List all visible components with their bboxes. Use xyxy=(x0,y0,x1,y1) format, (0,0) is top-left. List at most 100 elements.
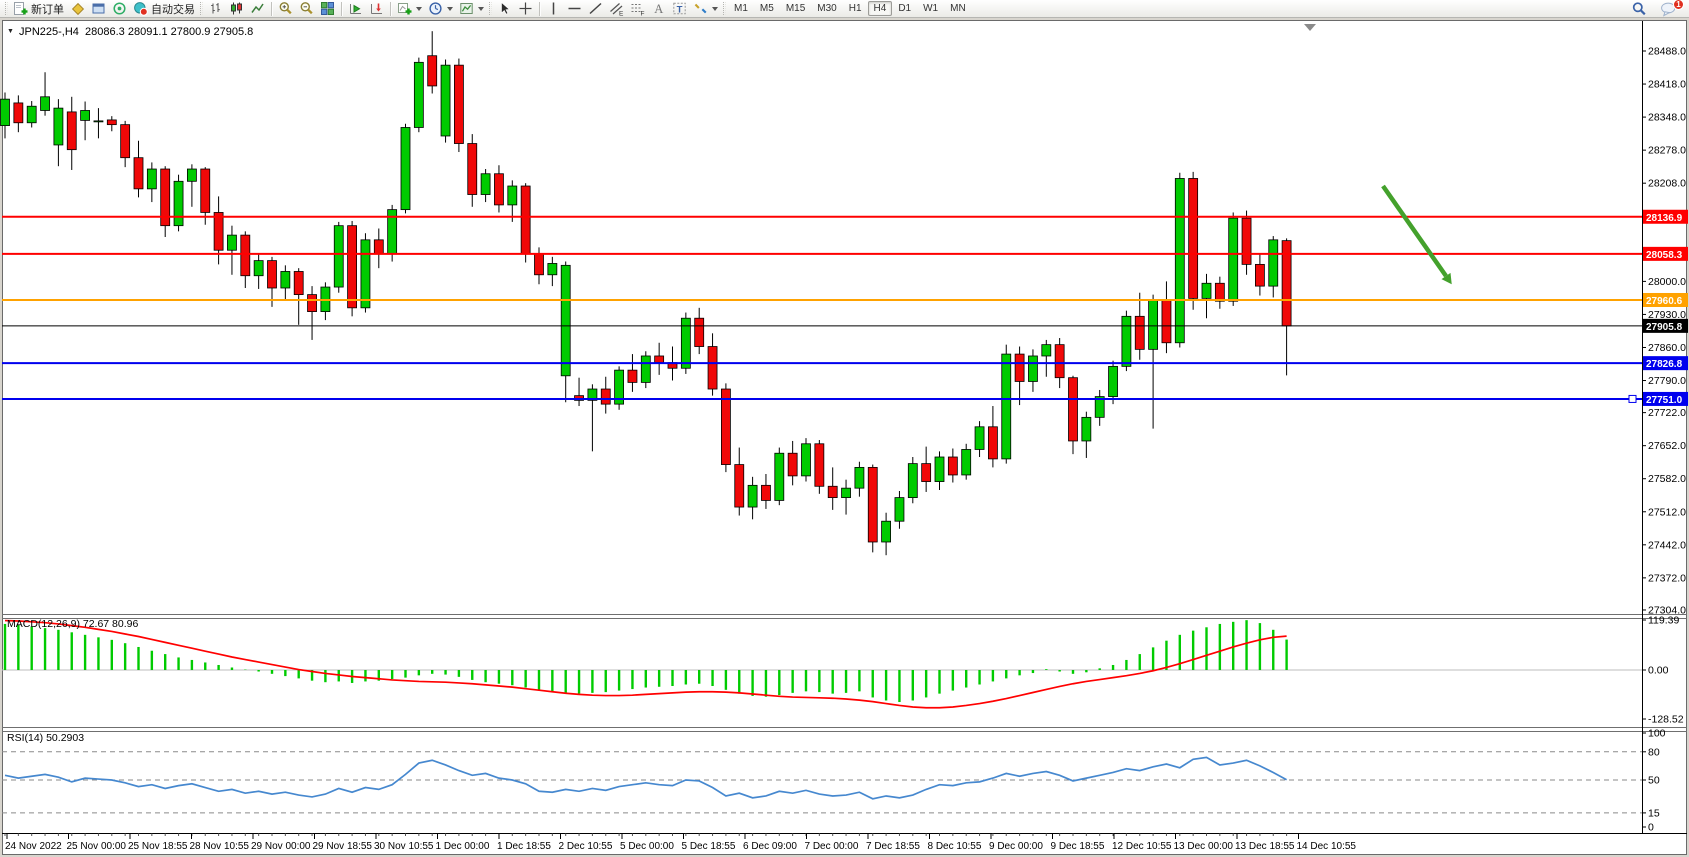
candle[interactable] xyxy=(1188,178,1199,299)
candle[interactable] xyxy=(26,105,37,124)
timeframe-m1-button[interactable]: M1 xyxy=(734,3,748,14)
candle[interactable] xyxy=(213,212,224,251)
candle[interactable] xyxy=(854,466,865,489)
candle[interactable] xyxy=(587,388,598,401)
candle[interactable] xyxy=(0,98,10,126)
candle[interactable] xyxy=(974,426,985,450)
candle[interactable] xyxy=(293,271,304,296)
candle[interactable] xyxy=(360,239,371,309)
timeframe-d1-button[interactable]: D1 xyxy=(898,3,912,14)
candle[interactable] xyxy=(106,119,117,126)
templates-button[interactable] xyxy=(456,1,487,17)
candle[interactable] xyxy=(240,234,251,277)
candle[interactable] xyxy=(400,127,411,211)
chart-shift-marker[interactable] xyxy=(1304,24,1316,31)
candle[interactable] xyxy=(133,157,144,190)
timeframe-m15-button[interactable]: M15 xyxy=(785,3,806,14)
candle[interactable] xyxy=(413,61,424,128)
indicators-button[interactable] xyxy=(394,1,425,17)
candle[interactable] xyxy=(120,124,131,159)
candle[interactable] xyxy=(988,426,998,460)
candle[interactable] xyxy=(507,185,518,206)
toolbar-grip[interactable] xyxy=(489,2,492,15)
chart-menu-collapse-icon[interactable]: ▼ xyxy=(7,28,14,35)
candle[interactable] xyxy=(186,168,197,182)
zoom-out-button[interactable] xyxy=(296,1,317,17)
candle[interactable] xyxy=(253,260,264,277)
bar-chart-button[interactable] xyxy=(205,1,226,17)
periods-button[interactable] xyxy=(425,1,456,17)
candle[interactable] xyxy=(560,264,571,377)
notifications-button[interactable]: 1 xyxy=(1657,0,1684,17)
toolbar-grip[interactable] xyxy=(723,2,726,15)
candle[interactable] xyxy=(640,355,651,383)
candle[interactable] xyxy=(1174,178,1185,344)
candle[interactable] xyxy=(307,294,317,312)
candle[interactable] xyxy=(373,239,384,255)
candle[interactable] xyxy=(934,456,945,482)
text-label-button[interactable]: T xyxy=(669,1,690,17)
candle[interactable] xyxy=(480,173,491,195)
candle[interactable] xyxy=(881,520,891,543)
candle[interactable] xyxy=(867,466,878,543)
candle[interactable] xyxy=(1148,299,1158,350)
text-button[interactable]: A xyxy=(648,1,669,17)
auto-scroll-button[interactable] xyxy=(345,1,366,17)
candle[interactable] xyxy=(1134,315,1145,350)
candle[interactable] xyxy=(40,96,50,111)
candle[interactable] xyxy=(1041,344,1052,357)
candle[interactable] xyxy=(200,168,211,213)
timeframe-m5-button[interactable]: M5 xyxy=(759,3,774,14)
new-order-button[interactable]: 新订单 xyxy=(10,1,67,17)
candle[interactable] xyxy=(520,185,531,255)
candle[interactable] xyxy=(534,253,544,276)
candle[interactable] xyxy=(787,452,798,477)
candle-chart-button[interactable] xyxy=(226,1,247,17)
candle[interactable] xyxy=(747,484,758,508)
candle[interactable] xyxy=(227,234,237,251)
candle[interactable] xyxy=(1201,282,1212,299)
candle[interactable] xyxy=(894,497,905,522)
timeframe-m30-button[interactable]: M30 xyxy=(817,3,837,14)
candle[interactable] xyxy=(280,271,291,289)
line-handle[interactable] xyxy=(1628,394,1637,403)
candle[interactable] xyxy=(654,355,665,363)
candle[interactable] xyxy=(1001,353,1012,460)
search-button[interactable] xyxy=(1628,1,1649,17)
candle[interactable] xyxy=(1068,377,1078,442)
candle[interactable] xyxy=(267,260,277,289)
channel-button[interactable]: E xyxy=(606,1,627,17)
candle[interactable] xyxy=(13,102,24,124)
candle[interactable] xyxy=(600,388,611,405)
candle[interactable] xyxy=(841,487,851,499)
market-watch-button[interactable] xyxy=(88,1,109,17)
candle[interactable] xyxy=(453,64,464,144)
timeframe-w1-button[interactable]: W1 xyxy=(923,3,939,14)
candle[interactable] xyxy=(1228,217,1239,302)
candle[interactable] xyxy=(814,443,825,487)
toolbar-grip[interactable] xyxy=(200,2,203,15)
horizontal-line-button[interactable] xyxy=(564,1,585,17)
candle[interactable] xyxy=(1161,299,1172,344)
candle[interactable] xyxy=(1121,315,1132,367)
zoom-in-button[interactable] xyxy=(275,1,296,17)
candle[interactable] xyxy=(173,180,184,227)
fibonacci-button[interactable]: F xyxy=(627,1,648,17)
candle[interactable] xyxy=(440,64,451,137)
candle[interactable] xyxy=(1268,239,1279,287)
trendline-button[interactable] xyxy=(585,1,606,17)
arrows-button[interactable] xyxy=(690,1,721,17)
timeframe-h4-button[interactable]: H4 xyxy=(867,1,893,16)
candle[interactable] xyxy=(93,120,104,123)
candle[interactable] xyxy=(1014,353,1025,382)
candle[interactable] xyxy=(427,55,438,87)
candle[interactable] xyxy=(1054,344,1065,379)
candle[interactable] xyxy=(1081,416,1092,442)
candle[interactable] xyxy=(1255,263,1265,287)
toolbar-grip[interactable] xyxy=(5,2,8,15)
candle[interactable] xyxy=(467,143,478,195)
candle[interactable] xyxy=(614,369,624,405)
line-chart-button[interactable] xyxy=(247,1,268,17)
candle[interactable] xyxy=(734,464,745,508)
